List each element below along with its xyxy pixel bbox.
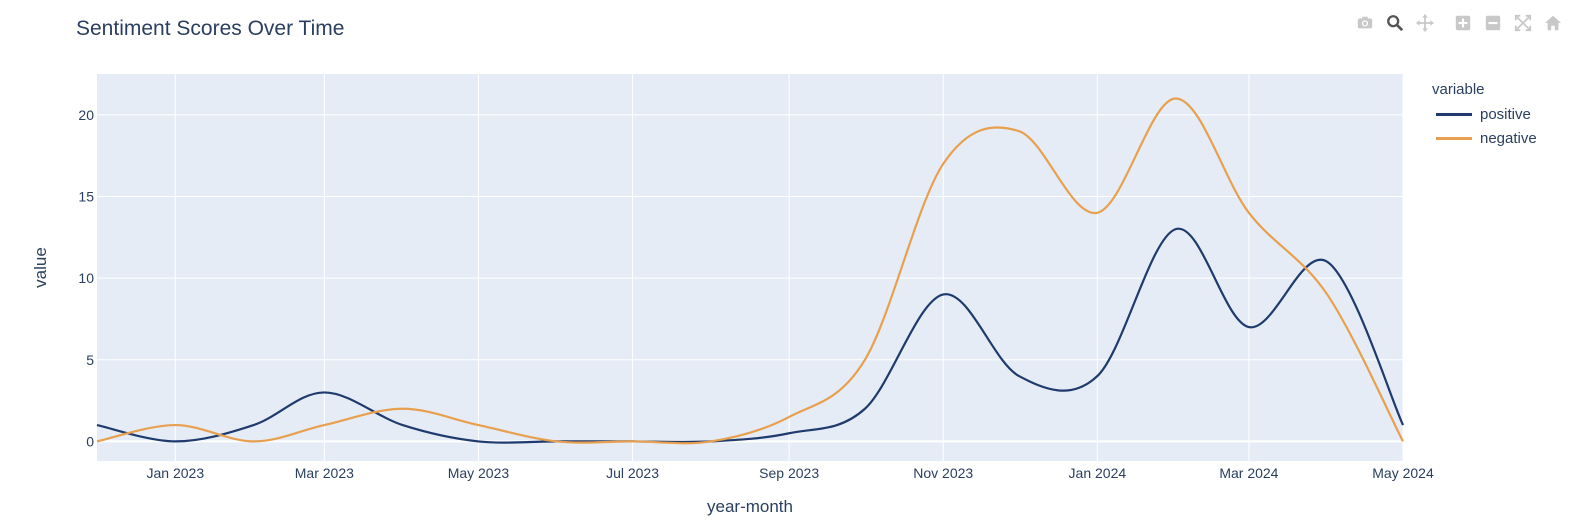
x-tick-label: Jan 2023 <box>147 465 205 481</box>
x-tick-label: Jul 2023 <box>606 465 659 481</box>
y-tick-label: 10 <box>78 270 94 286</box>
series-line-positive[interactable] <box>96 227 1404 444</box>
x-axis-ticks: Jan 2023 Mar 2023 May 2023 Jul 2023 Sep 2023… <box>147 465 1434 481</box>
x-tick-label: May 2024 <box>1372 465 1434 481</box>
y-tick-label: 5 <box>86 352 94 368</box>
zoom-in-icon[interactable] <box>1450 10 1476 36</box>
x-tick-label: Jan 2024 <box>1069 465 1127 481</box>
modebar <box>1348 10 1566 36</box>
chart-title: Sentiment Scores Over Time <box>76 17 345 40</box>
zoom-out-icon[interactable] <box>1480 10 1506 36</box>
x-tick-label: Mar 2024 <box>1219 465 1278 481</box>
x-axis-label: year-month <box>707 497 793 516</box>
grid-lines <box>97 74 1404 461</box>
legend-item-negative[interactable]: negative <box>1436 126 1537 150</box>
reset-axes-icon[interactable] <box>1540 10 1566 36</box>
legend: variable positive negative <box>1432 80 1537 150</box>
legend-swatch-positive <box>1436 112 1472 116</box>
y-axis-label: value <box>31 247 50 288</box>
x-tick-label: May 2023 <box>448 465 510 481</box>
y-axis-ticks: 0 5 10 15 20 <box>78 107 94 450</box>
legend-title: variable <box>1432 81 1485 98</box>
y-tick-label: 0 <box>86 433 94 449</box>
y-tick-label: 15 <box>78 188 94 204</box>
y-tick-label: 20 <box>78 107 94 123</box>
x-tick-label: Sep 2023 <box>759 465 819 481</box>
autoscale-icon[interactable] <box>1510 10 1536 36</box>
legend-label-negative: negative <box>1480 129 1537 147</box>
legend-item-positive[interactable]: positive <box>1436 102 1537 126</box>
camera-icon[interactable] <box>1352 10 1378 36</box>
plot-area <box>97 74 1403 461</box>
series-line-negative[interactable] <box>96 97 1404 445</box>
legend-label-positive: positive <box>1480 105 1531 123</box>
x-tick-label: Mar 2023 <box>295 465 354 481</box>
legend-swatch-negative <box>1436 136 1472 140</box>
pan-icon[interactable] <box>1412 10 1438 36</box>
x-tick-label: Nov 2023 <box>913 465 973 481</box>
series-layer <box>96 97 1404 445</box>
zoom-icon[interactable] <box>1382 10 1408 36</box>
